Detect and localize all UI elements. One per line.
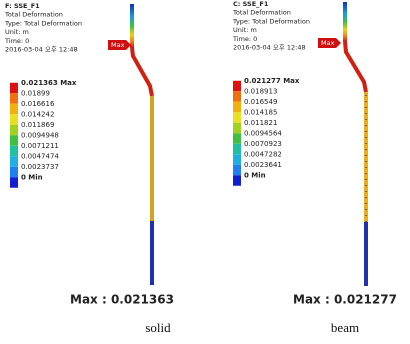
legend-label: 0.018913	[244, 87, 277, 95]
legend-label: 0.014185	[244, 108, 277, 116]
legend-swatch	[10, 125, 18, 136]
model-label: beam	[331, 320, 359, 335]
caption: Max : 0.021363	[70, 293, 174, 307]
solid-model	[130, 4, 154, 285]
legend-label: 0.0094564	[244, 129, 282, 137]
legend-label: 0.021363 Max	[21, 79, 77, 87]
header-line: 2016-03-04 오후 12:48	[233, 44, 306, 52]
legend-swatch	[233, 154, 241, 165]
legend-swatch	[233, 144, 241, 155]
header-line: Type: Total Deformation	[4, 19, 82, 27]
legend-label: 0.011869	[21, 121, 54, 129]
beam-model	[343, 2, 368, 286]
page: F: SSE_F1Total DeformationType: Total De…	[0, 0, 410, 344]
figure: F: SSE_F1Total DeformationType: Total De…	[0, 0, 410, 344]
legend-label: 0.0071211	[21, 142, 59, 150]
legend-swatch	[10, 135, 18, 146]
pipe-bottom	[150, 221, 154, 285]
caption: Max : 0.021277	[293, 293, 397, 307]
header-line: Time: 0	[4, 37, 29, 45]
max-tag: Max	[321, 39, 335, 47]
header-line: 2016-03-04 오후 12:48	[5, 46, 78, 54]
legend-swatch	[10, 156, 18, 167]
legend-label: 0.0023737	[21, 163, 59, 171]
pipe-bend	[132, 48, 152, 96]
pipe-bottom	[364, 222, 368, 286]
header-line: Type: Total Deformation	[232, 17, 310, 25]
legend-swatch	[233, 123, 241, 134]
max-tag: Max	[111, 41, 125, 49]
legend-swatch	[10, 93, 18, 104]
legend-swatch	[233, 175, 241, 186]
legend-label: 0.0047474	[21, 152, 59, 160]
header-line: F: SSE_F1	[5, 2, 40, 10]
legend-label: 0 Min	[21, 173, 43, 181]
legend-label: 0.0023641	[244, 161, 282, 169]
legend-swatch	[233, 91, 241, 102]
legend-swatch	[10, 146, 18, 157]
legend-swatch	[10, 167, 18, 178]
legend-label: 0 Min	[244, 171, 266, 179]
pipe-bend	[345, 42, 366, 92]
header-line: Time: 0	[232, 35, 257, 43]
header-line: Unit: m	[233, 26, 257, 34]
pipe-mid	[364, 92, 368, 222]
legend-label: 0.01899	[21, 89, 50, 97]
legend-swatch	[233, 102, 241, 113]
legend-swatch	[233, 133, 241, 144]
legend-label: 0.014242	[21, 110, 54, 118]
legend-swatch	[10, 104, 18, 115]
legend-label: 0.0070923	[244, 140, 282, 148]
legend-swatch	[233, 165, 241, 176]
header-line: C: SSE_F1	[233, 0, 269, 8]
legend-swatch	[233, 112, 241, 123]
header-line: Total Deformation	[4, 11, 63, 19]
header-line: Total Deformation	[232, 9, 291, 17]
pipe-top	[343, 2, 347, 42]
legend-label: 0.0094948	[21, 131, 59, 139]
legend-label: 0.0047282	[244, 150, 282, 158]
legend-swatch	[10, 83, 18, 94]
legend-label: 0.011821	[244, 119, 277, 127]
legend-swatch	[10, 177, 18, 188]
legend-swatch	[10, 114, 18, 125]
pipe-top	[130, 4, 134, 48]
model-label: solid	[145, 320, 171, 335]
legend-label: 0.021277 Max	[244, 77, 300, 85]
header-line: Unit: m	[5, 28, 29, 36]
legend-swatch	[233, 81, 241, 92]
pipe-mid	[150, 96, 154, 221]
legend-label: 0.016549	[244, 98, 277, 106]
legend-label: 0.016616	[21, 100, 55, 108]
